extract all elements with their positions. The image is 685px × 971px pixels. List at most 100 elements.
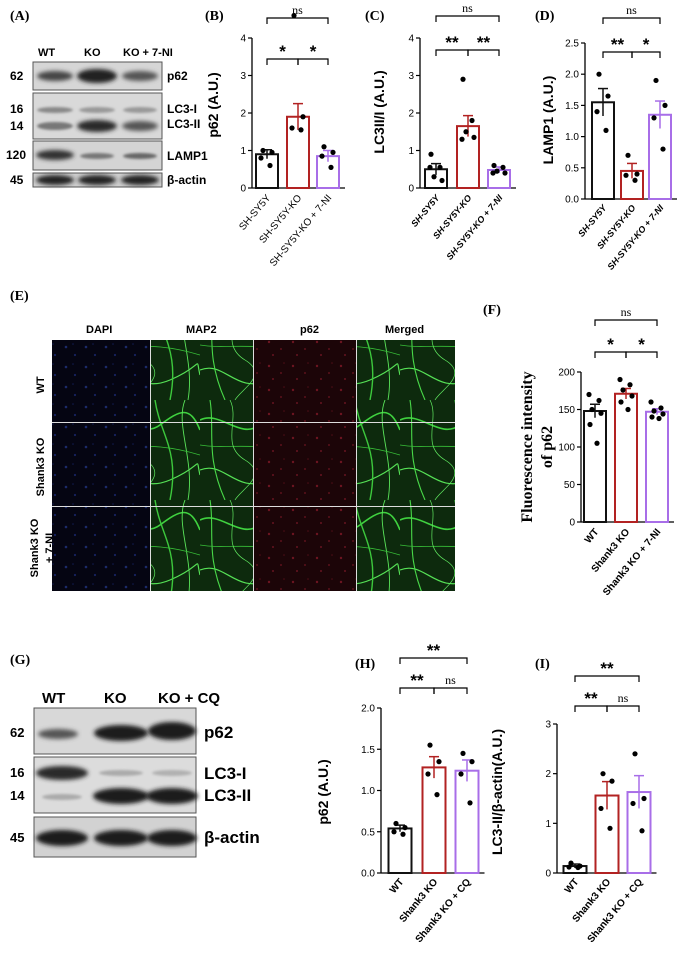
significance-label: ** bbox=[410, 671, 424, 690]
data-point bbox=[600, 771, 606, 777]
data-point bbox=[300, 114, 306, 120]
significance-label: ** bbox=[445, 33, 459, 52]
data-point bbox=[632, 751, 638, 757]
data-point bbox=[258, 155, 264, 161]
y-axis-label: Fluorescence intensity of p62 bbox=[519, 371, 556, 522]
lane-label: WT bbox=[42, 690, 65, 707]
significance-bracket bbox=[266, 17, 329, 24]
blot-band bbox=[42, 794, 82, 800]
blot-band bbox=[146, 788, 198, 804]
data-point bbox=[620, 387, 626, 393]
y-tick-label: 50 bbox=[564, 480, 576, 491]
data-point bbox=[471, 134, 477, 140]
row-label: Shank3 KO bbox=[35, 437, 47, 496]
data-point bbox=[662, 102, 668, 108]
x-tick-label: SH-SY5Y bbox=[409, 192, 442, 229]
y-tick-label: 1.5 bbox=[361, 745, 375, 756]
y-tick-label: 1 bbox=[408, 146, 414, 157]
data-point bbox=[617, 376, 623, 383]
data-point bbox=[463, 129, 469, 135]
band-label: LC3-I bbox=[204, 764, 247, 783]
lane-label: KO bbox=[84, 47, 101, 59]
y-axis-label: LC3II/I (A.U.) bbox=[371, 70, 387, 153]
bar bbox=[591, 101, 615, 200]
data-point bbox=[289, 125, 295, 131]
data-point bbox=[393, 820, 399, 827]
y-tick-label: 3 bbox=[240, 71, 246, 82]
panel-label: (C) bbox=[365, 9, 385, 24]
molecular-weight: 45 bbox=[10, 830, 24, 845]
lane-label: KO bbox=[104, 690, 127, 707]
data-point bbox=[632, 177, 638, 183]
data-point bbox=[648, 399, 654, 405]
data-point bbox=[490, 170, 496, 176]
y-axis-label: p62 (A.U.) bbox=[315, 759, 331, 824]
image-merged-wt bbox=[357, 340, 455, 422]
band-label: β-actin bbox=[204, 828, 260, 847]
bar bbox=[421, 766, 447, 875]
band-label: LAMP1 bbox=[167, 149, 208, 163]
significance-label: ns bbox=[462, 1, 473, 15]
panel-label: (B) bbox=[205, 9, 224, 24]
chart-d: (D) 0.0 0.5 1.0 1.5 2.0 2.5 LAMP1 (A.U.) SH-SY5Y… bbox=[535, 3, 677, 272]
data-point bbox=[267, 162, 273, 169]
blot-band bbox=[99, 770, 143, 776]
data-point bbox=[651, 408, 657, 414]
y-tick-label: 3 bbox=[408, 71, 414, 82]
data-point bbox=[427, 164, 433, 170]
data-point bbox=[594, 109, 600, 115]
data-point bbox=[291, 12, 297, 19]
data-point bbox=[427, 742, 433, 748]
significance-label: ns bbox=[292, 3, 303, 17]
y-axis-label: LAMP1 (A.U.) bbox=[540, 76, 556, 165]
image-map2-ko-7ni bbox=[151, 507, 253, 591]
data-point bbox=[425, 771, 431, 777]
column-label: Merged bbox=[385, 324, 424, 336]
y-tick-label: 1.0 bbox=[361, 786, 375, 797]
data-point bbox=[500, 164, 506, 170]
data-point bbox=[459, 136, 465, 142]
blot-band bbox=[123, 107, 157, 113]
data-point bbox=[460, 76, 466, 82]
band-label: p62 bbox=[204, 723, 233, 742]
data-point bbox=[460, 750, 466, 756]
bar bbox=[387, 827, 413, 875]
significance-label: * bbox=[638, 335, 645, 354]
data-point bbox=[629, 393, 635, 399]
significance-label: ** bbox=[611, 35, 625, 54]
data-point bbox=[439, 177, 445, 184]
y-tick-label: 2.0 bbox=[361, 704, 375, 715]
y-tick-label: 0.5 bbox=[361, 827, 375, 838]
x-tick-label: Shank3 KO + CQ bbox=[586, 877, 646, 945]
y-tick-label: 200 bbox=[558, 368, 575, 379]
molecular-weight: 14 bbox=[10, 119, 24, 133]
significance-label: ** bbox=[477, 33, 491, 52]
blot-band bbox=[77, 69, 117, 83]
column-label: p62 bbox=[300, 324, 319, 336]
data-point bbox=[603, 127, 609, 133]
significance-bracket bbox=[602, 17, 661, 24]
column-label: DAPI bbox=[86, 324, 112, 336]
y-tick-label: 1 bbox=[545, 819, 551, 830]
data-point bbox=[658, 405, 664, 411]
blot-band bbox=[36, 830, 88, 846]
blot-band bbox=[37, 122, 73, 130]
y-tick-label: 0 bbox=[408, 184, 414, 195]
blot-band bbox=[147, 830, 197, 846]
y-tick-label: 2.5 bbox=[565, 39, 579, 50]
y-tick-label: 2 bbox=[240, 109, 246, 120]
significance-bracket bbox=[467, 49, 500, 56]
data-point bbox=[469, 759, 475, 765]
bar bbox=[614, 392, 638, 523]
y-tick-label: 4 bbox=[408, 34, 414, 45]
blot-band bbox=[38, 729, 78, 739]
significance-label: * bbox=[607, 335, 614, 354]
data-point bbox=[605, 93, 611, 99]
data-point bbox=[625, 406, 631, 413]
data-point bbox=[568, 860, 574, 866]
image-map2-ko bbox=[151, 423, 253, 506]
significance-bracket bbox=[574, 675, 640, 682]
blot-band bbox=[94, 725, 148, 741]
column-label: MAP2 bbox=[186, 324, 217, 336]
data-point bbox=[589, 406, 595, 413]
